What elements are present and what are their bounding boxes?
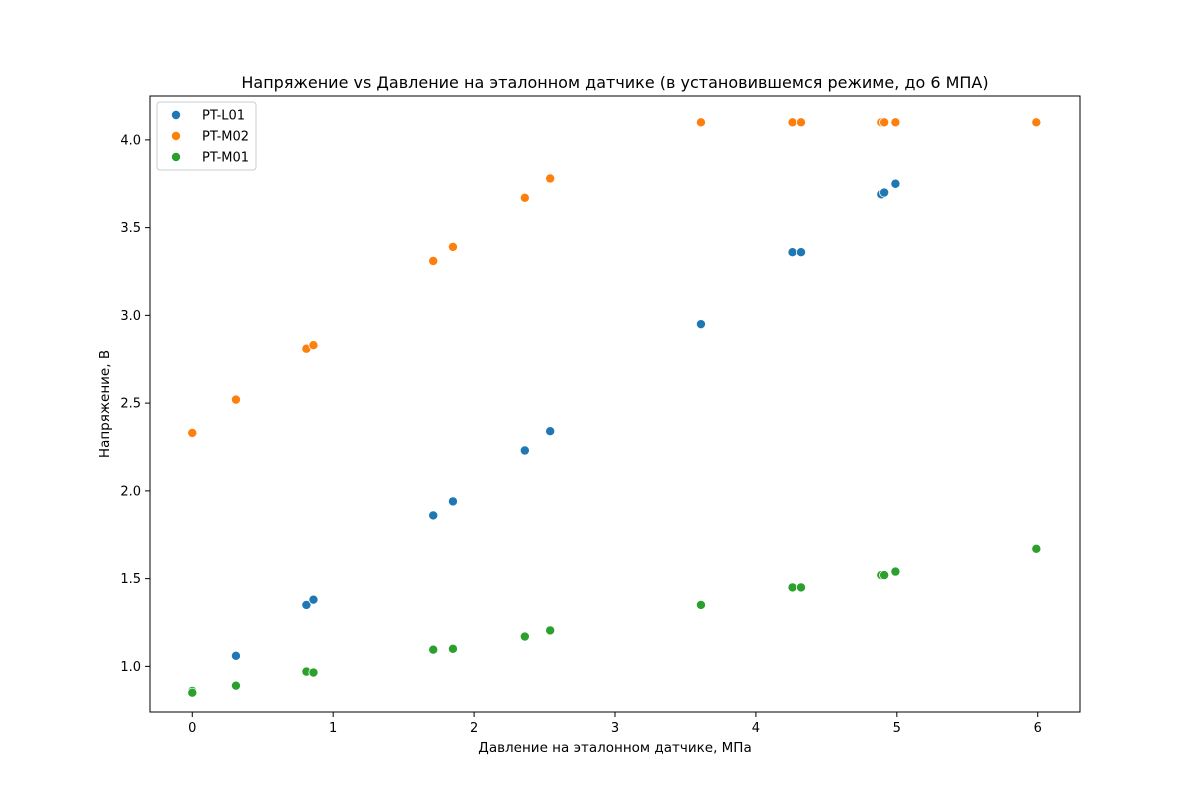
- data-point: [230, 650, 241, 661]
- x-tick-label: 6: [1034, 721, 1042, 736]
- series-pt-m02: [187, 117, 1042, 438]
- data-points: [187, 117, 1042, 698]
- x-tick-label: 0: [188, 721, 196, 736]
- data-point: [695, 599, 706, 610]
- data-point: [545, 426, 556, 437]
- x-axis-ticks: 0 1 2 3 4 5 6: [188, 712, 1042, 736]
- data-point: [545, 173, 556, 184]
- data-point: [428, 255, 439, 266]
- data-point: [301, 599, 312, 610]
- legend-marker: [170, 110, 181, 121]
- legend-label: PT-M01: [202, 151, 249, 166]
- data-point: [428, 644, 439, 655]
- legend: PT-L01 PT-M02 PT-M01: [156, 101, 257, 171]
- x-axis-title: Давление на эталонном датчике, МПа: [478, 740, 751, 756]
- legend-marker: [170, 151, 181, 162]
- data-point: [308, 594, 319, 605]
- data-point: [428, 510, 439, 521]
- legend-label: PT-M02: [202, 130, 249, 145]
- legend-label: PT-L01: [202, 109, 245, 124]
- data-point: [796, 582, 807, 593]
- data-point: [695, 117, 706, 128]
- legend-frame: [156, 101, 257, 171]
- data-point: [890, 178, 901, 189]
- x-tick-label: 1: [329, 721, 337, 736]
- data-point: [879, 570, 890, 581]
- data-point: [308, 667, 319, 678]
- x-tick-label: 5: [893, 721, 901, 736]
- data-point: [519, 631, 530, 642]
- data-point: [187, 687, 198, 698]
- legend-marker: [170, 130, 181, 141]
- data-point: [308, 340, 319, 351]
- data-point: [1031, 117, 1042, 128]
- x-tick-label: 4: [752, 721, 760, 736]
- y-tick-label: 2.5: [120, 397, 141, 412]
- data-point: [787, 582, 798, 593]
- series-pt-m01: [187, 543, 1042, 698]
- data-point: [879, 187, 890, 198]
- y-tick-label: 4.0: [120, 133, 141, 148]
- x-tick-label: 2: [470, 721, 478, 736]
- data-point: [787, 247, 798, 258]
- data-point: [447, 643, 458, 654]
- data-point: [230, 394, 241, 405]
- data-point: [890, 117, 901, 128]
- y-tick-label: 1.5: [120, 572, 141, 587]
- y-axis-ticks: 1.0 1.5 2.0 2.5 3.0 3.5 4.0: [120, 133, 150, 675]
- y-tick-label: 3.5: [120, 221, 141, 236]
- y-axis-title: Напряжение, В: [97, 350, 113, 458]
- data-point: [230, 680, 241, 691]
- y-tick-label: 1.0: [120, 660, 141, 675]
- data-point: [519, 192, 530, 203]
- data-point: [796, 117, 807, 128]
- legend-entries: PT-L01 PT-M02 PT-M01: [170, 109, 249, 166]
- y-tick-label: 3.0: [120, 309, 141, 324]
- data-point: [695, 319, 706, 330]
- chart-title: Напряжение vs Давление на эталонном датч…: [241, 73, 988, 92]
- data-point: [187, 427, 198, 438]
- data-point: [890, 566, 901, 577]
- data-point: [1031, 543, 1042, 554]
- data-point: [879, 117, 890, 128]
- data-point: [447, 496, 458, 507]
- data-point: [519, 445, 530, 456]
- data-point: [545, 625, 556, 636]
- x-tick-label: 3: [611, 721, 619, 736]
- y-tick-label: 2.0: [120, 484, 141, 499]
- data-point: [796, 247, 807, 258]
- data-point: [447, 241, 458, 252]
- data-point: [787, 117, 798, 128]
